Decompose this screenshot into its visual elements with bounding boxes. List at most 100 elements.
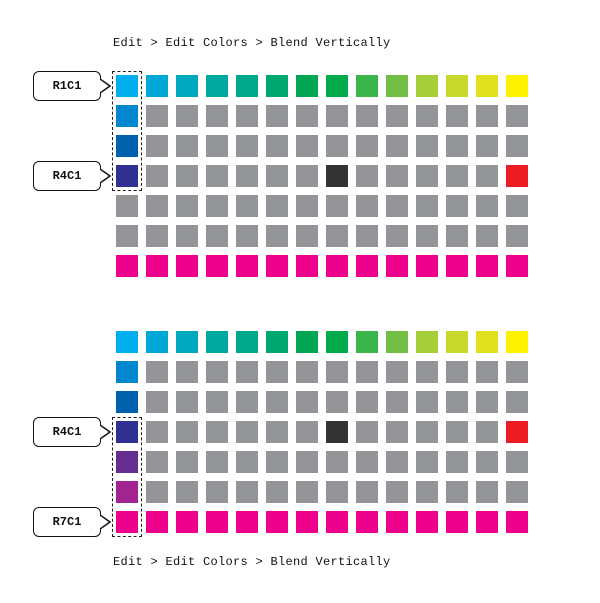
swatch-r1c12[interactable] xyxy=(446,331,468,353)
swatch-r6c8[interactable] xyxy=(326,481,348,503)
swatch-r6c11[interactable] xyxy=(416,225,438,247)
swatch-r7c12[interactable] xyxy=(446,511,468,533)
swatch-r6c7[interactable] xyxy=(296,481,318,503)
swatch-r5c2[interactable] xyxy=(146,195,168,217)
swatch-r2c14[interactable] xyxy=(506,361,528,383)
swatch-r2c1[interactable] xyxy=(116,105,138,127)
swatch-r4c2[interactable] xyxy=(146,165,168,187)
swatch-r5c4[interactable] xyxy=(206,195,228,217)
swatch-r4c5[interactable] xyxy=(236,165,258,187)
swatch-r7c9[interactable] xyxy=(356,255,378,277)
swatch-r3c14[interactable] xyxy=(506,135,528,157)
swatch-r4c4[interactable] xyxy=(206,165,228,187)
swatch-r3c8[interactable] xyxy=(326,391,348,413)
swatch-r1c7[interactable] xyxy=(296,331,318,353)
swatch-r3c1[interactable] xyxy=(116,135,138,157)
swatch-r4c12[interactable] xyxy=(446,165,468,187)
swatch-r7c4[interactable] xyxy=(206,511,228,533)
swatch-r5c9[interactable] xyxy=(356,451,378,473)
swatch-r1c2[interactable] xyxy=(146,75,168,97)
swatch-r6c12[interactable] xyxy=(446,225,468,247)
swatch-r6c13[interactable] xyxy=(476,225,498,247)
swatch-r3c9[interactable] xyxy=(356,135,378,157)
swatch-r1c8[interactable] xyxy=(326,75,348,97)
swatch-r2c13[interactable] xyxy=(476,361,498,383)
swatch-r5c3[interactable] xyxy=(176,451,198,473)
swatch-r4c2[interactable] xyxy=(146,421,168,443)
swatch-r7c8[interactable] xyxy=(326,255,348,277)
swatch-r7c5[interactable] xyxy=(236,511,258,533)
swatch-r4c7[interactable] xyxy=(296,165,318,187)
swatch-r7c3[interactable] xyxy=(176,511,198,533)
swatch-r4c13[interactable] xyxy=(476,165,498,187)
swatch-r3c14[interactable] xyxy=(506,391,528,413)
swatch-r1c5[interactable] xyxy=(236,75,258,97)
swatch-r3c13[interactable] xyxy=(476,135,498,157)
swatch-r2c2[interactable] xyxy=(146,105,168,127)
swatch-r6c1[interactable] xyxy=(116,225,138,247)
swatch-r3c5[interactable] xyxy=(236,391,258,413)
swatch-r6c7[interactable] xyxy=(296,225,318,247)
swatch-r2c13[interactable] xyxy=(476,105,498,127)
swatch-r5c8[interactable] xyxy=(326,451,348,473)
swatch-r3c6[interactable] xyxy=(266,391,288,413)
swatch-r3c12[interactable] xyxy=(446,135,468,157)
swatch-r6c2[interactable] xyxy=(146,481,168,503)
swatch-r2c5[interactable] xyxy=(236,361,258,383)
swatch-r5c1[interactable] xyxy=(116,451,138,473)
swatch-r4c1[interactable] xyxy=(116,165,138,187)
swatch-r5c7[interactable] xyxy=(296,451,318,473)
swatch-r1c3[interactable] xyxy=(176,331,198,353)
swatch-r7c3[interactable] xyxy=(176,255,198,277)
swatch-r5c1[interactable] xyxy=(116,195,138,217)
swatch-r5c12[interactable] xyxy=(446,451,468,473)
swatch-r4c12[interactable] xyxy=(446,421,468,443)
swatch-r2c3[interactable] xyxy=(176,105,198,127)
swatch-r3c6[interactable] xyxy=(266,135,288,157)
swatch-r1c3[interactable] xyxy=(176,75,198,97)
swatch-r4c9[interactable] xyxy=(356,165,378,187)
swatch-r5c11[interactable] xyxy=(416,451,438,473)
swatch-r5c12[interactable] xyxy=(446,195,468,217)
swatch-r1c7[interactable] xyxy=(296,75,318,97)
swatch-r5c8[interactable] xyxy=(326,195,348,217)
swatch-r4c11[interactable] xyxy=(416,165,438,187)
swatch-r1c9[interactable] xyxy=(356,331,378,353)
swatch-r3c3[interactable] xyxy=(176,135,198,157)
swatch-r3c2[interactable] xyxy=(146,391,168,413)
swatch-r1c6[interactable] xyxy=(266,331,288,353)
swatch-r3c10[interactable] xyxy=(386,391,408,413)
swatch-r1c11[interactable] xyxy=(416,75,438,97)
swatch-r1c10[interactable] xyxy=(386,331,408,353)
swatch-r6c9[interactable] xyxy=(356,225,378,247)
swatch-r3c2[interactable] xyxy=(146,135,168,157)
swatch-r1c13[interactable] xyxy=(476,331,498,353)
swatch-r3c4[interactable] xyxy=(206,135,228,157)
swatch-r6c6[interactable] xyxy=(266,481,288,503)
swatch-r3c4[interactable] xyxy=(206,391,228,413)
swatch-r7c10[interactable] xyxy=(386,255,408,277)
swatch-r2c3[interactable] xyxy=(176,361,198,383)
swatch-r3c5[interactable] xyxy=(236,135,258,157)
swatch-r1c6[interactable] xyxy=(266,75,288,97)
swatch-r7c4[interactable] xyxy=(206,255,228,277)
swatch-r3c9[interactable] xyxy=(356,391,378,413)
swatch-r4c6[interactable] xyxy=(266,165,288,187)
swatch-r6c10[interactable] xyxy=(386,225,408,247)
swatch-r5c10[interactable] xyxy=(386,195,408,217)
swatch-r5c6[interactable] xyxy=(266,195,288,217)
swatch-r4c8[interactable] xyxy=(326,165,348,187)
swatch-r4c3[interactable] xyxy=(176,421,198,443)
swatch-r6c14[interactable] xyxy=(506,481,528,503)
swatch-r2c5[interactable] xyxy=(236,105,258,127)
swatch-r4c1[interactable] xyxy=(116,421,138,443)
swatch-r1c8[interactable] xyxy=(326,331,348,353)
swatch-r5c13[interactable] xyxy=(476,195,498,217)
swatch-r2c11[interactable] xyxy=(416,361,438,383)
swatch-r2c4[interactable] xyxy=(206,105,228,127)
swatch-r2c11[interactable] xyxy=(416,105,438,127)
swatch-r7c7[interactable] xyxy=(296,511,318,533)
swatch-r5c13[interactable] xyxy=(476,451,498,473)
swatch-r3c11[interactable] xyxy=(416,135,438,157)
swatch-r4c5[interactable] xyxy=(236,421,258,443)
